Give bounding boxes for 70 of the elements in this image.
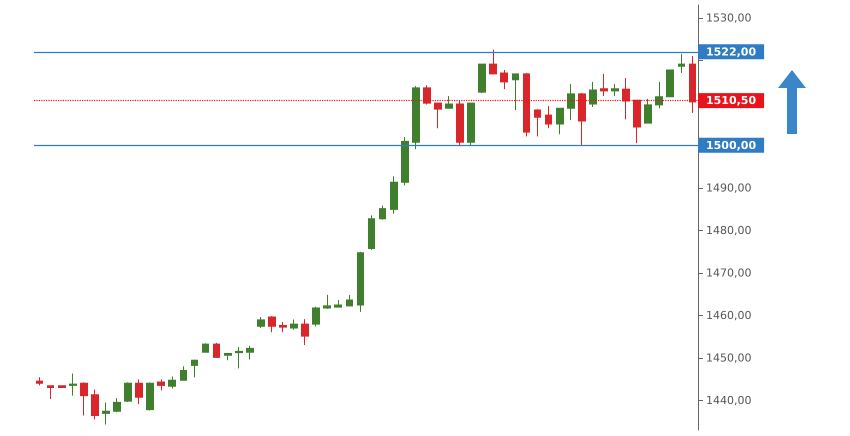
candlestick [235,346,243,369]
candlestick [556,108,564,135]
y-tick-label: 1470,00 [706,266,752,280]
candlestick [312,306,320,327]
candlestick [456,100,464,147]
candlestick [600,73,608,96]
candlestick [257,316,265,328]
candlestick [489,49,497,74]
candlestick [91,389,99,420]
candlestick [412,86,420,150]
candlestick [334,299,342,308]
candlestick [202,342,209,353]
candlestick [423,84,431,105]
candlestick [191,358,198,378]
candlestick [290,319,298,330]
candlestick [401,136,409,186]
candlestick [644,98,652,124]
candlestick [180,366,187,381]
candlestick [534,108,541,137]
candlestick [157,378,165,391]
candlestick [357,251,364,312]
candlestick [124,382,132,402]
candlestick [69,372,77,396]
candlestick [655,81,663,109]
candlestick [268,316,276,333]
candlestick [346,294,353,306]
candlestick [445,95,453,109]
candlestick [323,294,331,310]
y-tick-label: 1530,00 [706,11,752,24]
candlestick [523,72,530,137]
candlestick [434,102,442,129]
candlestick [467,102,475,146]
candlestick [135,378,143,405]
candlestick [36,376,43,386]
candlestick [168,376,176,389]
candlestick [301,318,309,346]
candlestick [113,398,121,413]
candlestick [567,84,575,121]
candlestick [80,382,88,416]
candlestick [589,81,597,108]
candlestick [390,176,398,214]
y-tick-label: 1480,00 [706,224,752,237]
candlestick [246,345,254,360]
y-tick-label: 1440,00 [706,394,752,407]
candlestick [578,92,586,146]
candlestick [633,100,641,144]
candlestick [146,382,154,411]
candlestick [368,214,375,250]
candlestick [47,384,54,400]
candlestick [102,402,110,425]
y-tick-label: 1450,00 [706,351,752,364]
candlestick [622,78,630,120]
candlestick [611,84,619,96]
ref-line-label: 1522,00 [706,45,756,58]
candlestick [666,70,674,98]
candlestick [500,70,508,90]
candlestick [689,56,696,114]
y-tick-label: 1490,00 [706,181,752,194]
candlestick [279,322,287,333]
candlestick [379,205,386,220]
candlestick [478,64,486,94]
candlestick [545,106,552,129]
candlestick [213,342,220,359]
candlestick [224,352,232,361]
candlestick [58,384,66,388]
candlestick [678,53,685,74]
ref-line-label: 1500,00 [706,138,756,152]
y-tick-label: 1460,00 [706,308,752,322]
ref-line-label: 1510,50 [706,94,756,108]
candlestick [512,73,519,110]
